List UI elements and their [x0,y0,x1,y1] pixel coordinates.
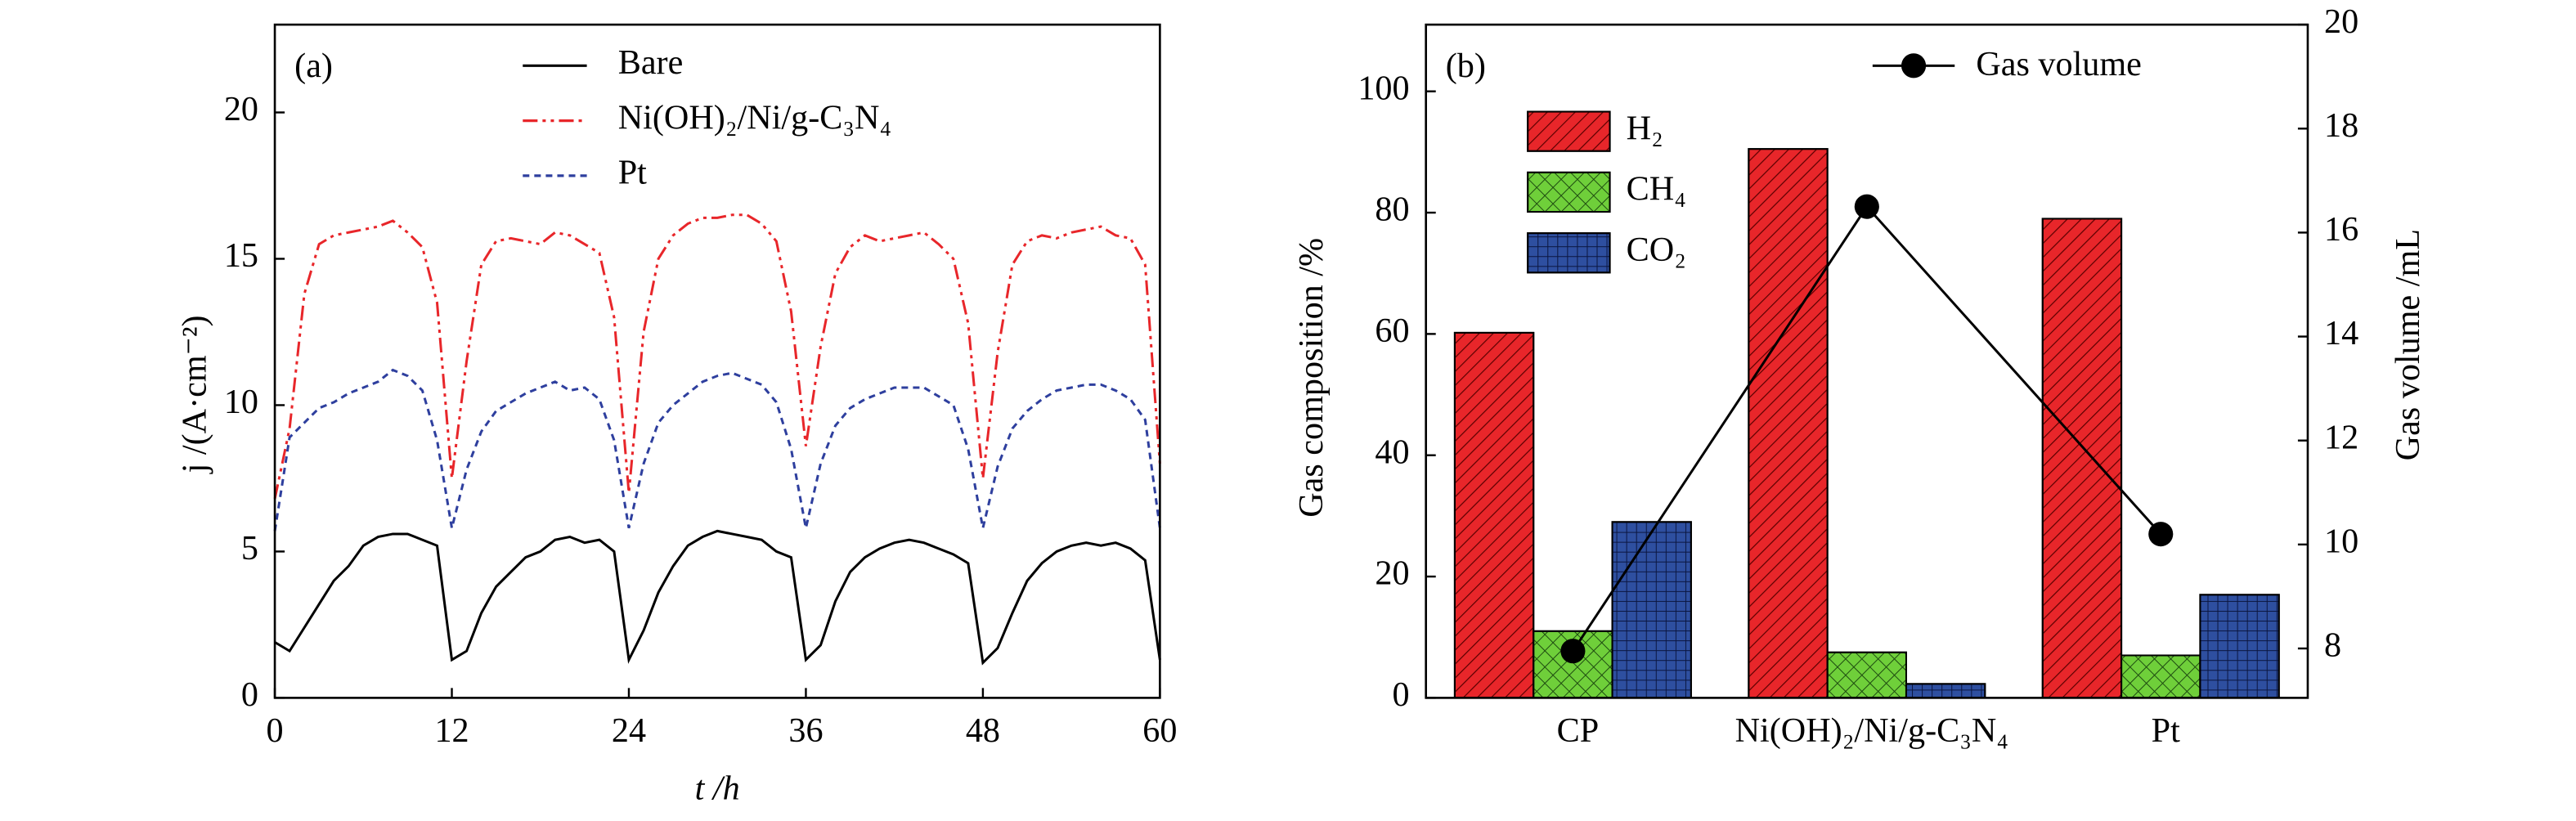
bar-hatch [2199,594,2280,699]
y-tick-label: 0 [1393,675,1410,714]
legend-label: Pt [618,154,647,192]
bar-hatch [1826,651,1907,699]
x-tick-label: Ni(OH)₂/Ni/g-C₃N₄ [1735,711,2008,750]
x-tick-label: 0 [267,711,284,750]
y2-tick-label: 10 [2324,523,2358,561]
data-line [273,213,1161,500]
y-axis-label: j /(A·cm⁻²) [175,315,213,474]
bar-hatch [1748,148,1829,699]
panel-label: (a) [294,47,333,85]
y-tick-label: 60 [1375,312,1409,350]
y2-tick-label: 20 [2324,2,2358,41]
bar-hatch [1905,683,1986,699]
data-line [273,368,1161,532]
x-tick-label: 60 [1142,711,1177,750]
y2-tick-label: 16 [2324,210,2358,249]
legend-swatch [1901,53,1927,79]
legend-label: H₂ [1627,109,1663,147]
data-point [1560,639,1586,664]
x-tick-label: Pt [2152,711,2180,750]
legend-label: Bare [618,43,684,82]
bar-hatch [1611,521,1692,699]
y-tick-label: 10 [224,383,258,421]
plot-frame [1425,23,2309,699]
y2-tick-label: 18 [2324,106,2358,145]
legend-label: CH₄ [1627,170,1686,209]
y-tick-label: 5 [241,529,258,568]
y2-tick-label: 14 [2324,314,2358,352]
plot-frame [273,23,1161,699]
x-tick-label: 12 [434,711,469,750]
y-tick-label: 0 [241,675,258,714]
y2-tick-label: 8 [2324,626,2341,665]
data-line [274,529,1161,666]
legend-swatch [1527,110,1611,152]
x-tick-label: 24 [612,711,646,750]
y-axis-label: Gas composition /% [1292,238,1331,518]
legend-swatch [1527,171,1611,213]
bar-hatch [1453,331,1535,699]
y-tick-label: 80 [1375,191,1409,229]
y2-tick-label: 12 [2324,418,2358,456]
x-tick-label: CP [1557,711,1600,750]
y2-axis-label: Gas volume /mL [2389,229,2427,460]
legend-swatch [1527,232,1611,274]
data-point [1854,194,1879,219]
legend-label: CO₂ [1627,231,1686,269]
x-tick-label: 48 [966,711,1000,750]
legend-label: Gas volume [1976,45,2142,83]
x-axis-label: t /h [695,769,740,808]
y-tick-label: 20 [224,90,258,128]
bar-hatch [2120,654,2201,699]
y-tick-label: 100 [1358,69,1409,107]
y-tick-label: 15 [224,236,258,275]
data-point [2148,522,2174,547]
y-tick-label: 40 [1375,433,1409,471]
y-tick-label: 20 [1375,554,1409,593]
panel-label: (b) [1446,47,1486,85]
bar-hatch [2041,218,2123,699]
x-tick-label: 36 [788,711,823,750]
legend-label: Ni(OH)₂/Ni/g-C₃N₄ [618,98,891,137]
